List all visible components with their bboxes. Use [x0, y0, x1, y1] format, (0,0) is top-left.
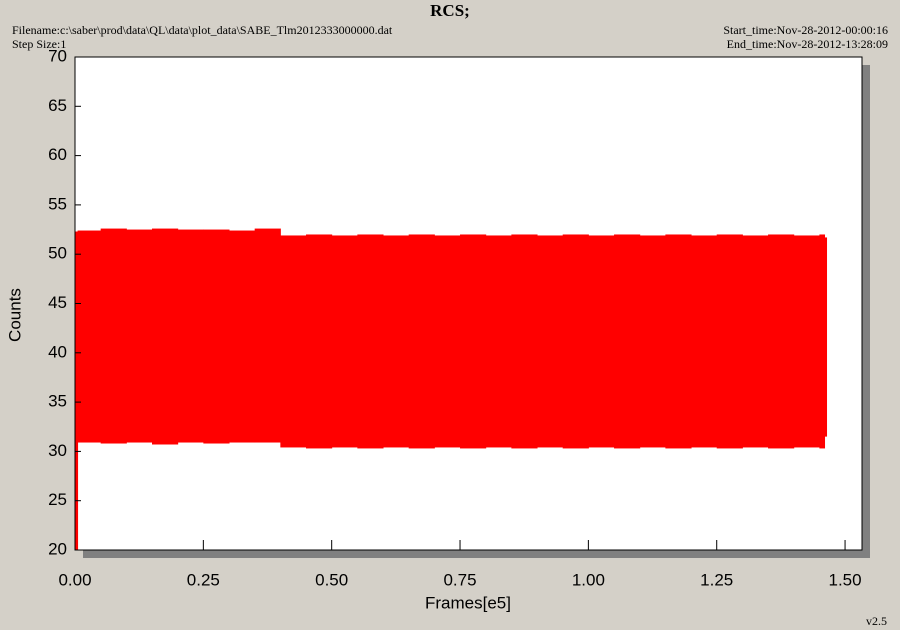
- x-tick-label: 1.00: [572, 570, 605, 589]
- x-axis-label: Frames[e5]: [425, 593, 511, 612]
- range-segment: [460, 234, 487, 449]
- range-segment: [229, 230, 256, 443]
- filename: Filename:c:\saber\prod\data\QL\data\plot…: [12, 23, 393, 37]
- x-tick-label: 0.00: [58, 570, 91, 589]
- end-time: End_time:Nov-28-2012-13:28:09: [727, 37, 888, 51]
- x-tick-label: 1.25: [700, 570, 733, 589]
- start-time: Start_time:Nov-28-2012-00:00:16: [723, 23, 888, 37]
- range-segment: [562, 234, 589, 449]
- range-segment: [588, 235, 615, 448]
- range-segment: [331, 235, 358, 448]
- range-segment: [793, 235, 820, 448]
- y-axis-label: Counts: [5, 288, 24, 342]
- step-size: Step Size:1: [12, 37, 66, 51]
- version: v2.5: [866, 614, 887, 628]
- range-segment: [511, 234, 538, 449]
- range-segment: [280, 235, 307, 448]
- range-segment: [203, 229, 230, 444]
- range-segment: [537, 235, 564, 448]
- y-tick-label: 70: [48, 46, 67, 65]
- range-segment: [691, 235, 718, 448]
- y-tick-label: 30: [48, 441, 67, 460]
- y-tick-label: 20: [48, 539, 67, 558]
- y-tick-label: 40: [48, 342, 67, 361]
- range-segment: [639, 235, 666, 448]
- range-segment: [768, 234, 795, 449]
- range-segment: [614, 234, 641, 449]
- x-tick-label: 0.25: [187, 570, 220, 589]
- range-segment: [254, 228, 281, 443]
- y-tick-label: 65: [48, 96, 67, 115]
- y-tick-label: 55: [48, 194, 67, 213]
- range-segment: [742, 235, 769, 448]
- y-tick-label: 50: [48, 244, 67, 263]
- y-tick-label: 60: [48, 145, 67, 164]
- range-segment: [665, 234, 692, 449]
- range-segment: [819, 234, 826, 449]
- range-segment: [177, 229, 204, 443]
- range-segment: [383, 235, 410, 448]
- range-segment: [408, 234, 435, 449]
- range-segment: [77, 230, 102, 443]
- range-segment: [824, 237, 828, 437]
- x-tick-label: 0.75: [443, 570, 476, 589]
- range-segment: [100, 228, 127, 444]
- range-segment: [434, 235, 461, 448]
- y-tick-label: 35: [48, 392, 67, 411]
- range-segment: [126, 229, 153, 443]
- range-segment: [357, 234, 384, 449]
- y-tick-label: 45: [48, 293, 67, 312]
- x-tick-label: 1.50: [829, 570, 862, 589]
- range-segment: [75, 231, 79, 550]
- range-segment: [152, 228, 179, 445]
- x-tick-label: 0.50: [315, 570, 348, 589]
- range-segment: [485, 235, 512, 448]
- y-tick-label: 25: [48, 490, 67, 509]
- chart-title: RCS;: [430, 1, 470, 20]
- range-segment: [716, 234, 743, 449]
- range-segment: [306, 234, 333, 449]
